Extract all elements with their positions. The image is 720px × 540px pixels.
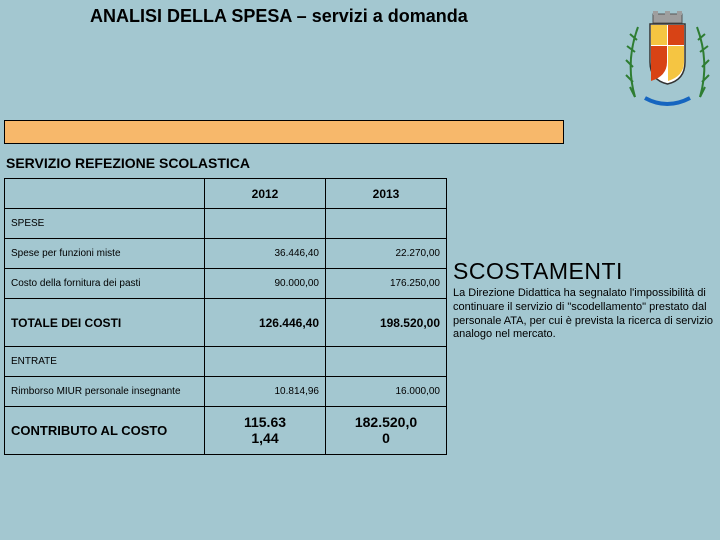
page-title: ANALISI DELLA SPESA – servizi a domanda [90, 6, 468, 27]
total-value: 198.520,00 [326, 299, 447, 347]
scostamenti-title: SCOSTAMENTI [453, 258, 715, 285]
cell-value: 36.446,40 [205, 239, 326, 269]
cell-label: Rimborso MIUR personale insegnante [5, 377, 205, 407]
contrib-value: 182.520,00 [326, 407, 447, 455]
orange-divider [4, 120, 564, 144]
spesa-table: 2012 2013 SPESE Spese per funzioni miste… [4, 178, 447, 455]
cell-label: Costo della fornitura dei pasti [5, 269, 205, 299]
cell-value: 10.814,96 [205, 377, 326, 407]
contrib-value: 115.631,44 [205, 407, 326, 455]
coat-of-arms-icon [620, 2, 715, 107]
contrib-label: CONTRIBUTO AL COSTO [5, 407, 205, 455]
table-row-total: TOTALE DEI COSTI 126.446,40 198.520,00 [5, 299, 447, 347]
scostamenti-text: La Direzione Didattica ha segnalato l'im… [453, 287, 715, 342]
cell-value: 90.000,00 [205, 269, 326, 299]
cell-label: Spese per funzioni miste [5, 239, 205, 269]
cell-value: 22.270,00 [326, 239, 447, 269]
header-blank [5, 179, 205, 209]
table-row: SPESE [5, 209, 447, 239]
cell-value: 16.000,00 [326, 377, 447, 407]
scostamenti-box: SCOSTAMENTI La Direzione Didattica ha se… [453, 258, 715, 342]
header-year2: 2013 [326, 179, 447, 209]
cell-value: 176.250,00 [326, 269, 447, 299]
total-label: TOTALE DEI COSTI [5, 299, 205, 347]
section-subtitle: SERVIZIO REFEZIONE SCOLASTICA [6, 155, 250, 171]
table-row: Rimborso MIUR personale insegnante 10.81… [5, 377, 447, 407]
table-row: Costo della fornitura dei pasti 90.000,0… [5, 269, 447, 299]
spese-header: SPESE [5, 209, 205, 239]
header-year1: 2012 [205, 179, 326, 209]
table-row-contrib: CONTRIBUTO AL COSTO 115.631,44 182.520,0… [5, 407, 447, 455]
entrate-header: ENTRATE [5, 347, 205, 377]
table-header-row: 2012 2013 [5, 179, 447, 209]
total-value: 126.446,40 [205, 299, 326, 347]
table-row: ENTRATE [5, 347, 447, 377]
table-row: Spese per funzioni miste 36.446,40 22.27… [5, 239, 447, 269]
